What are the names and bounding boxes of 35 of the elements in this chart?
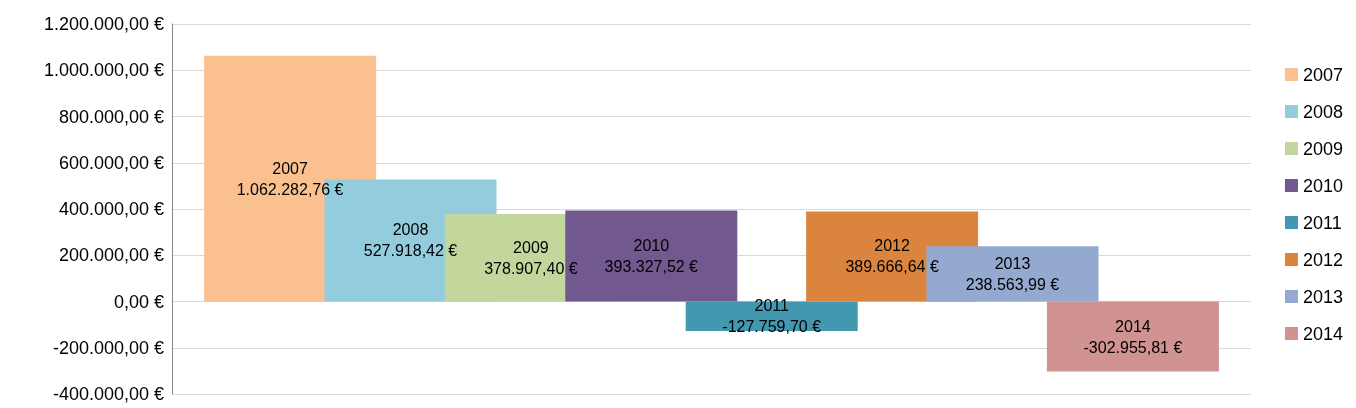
data-label: 1.062.282,76 € <box>236 180 344 198</box>
bar <box>926 246 1099 302</box>
y-tick-label: 800.000,00 € <box>58 106 164 127</box>
legend-label: 2014 <box>1302 323 1343 344</box>
data-label: -302.955,81 € <box>1083 338 1183 356</box>
y-tick-label: 600.000,00 € <box>58 152 164 173</box>
legend-label: 2013 <box>1302 286 1343 307</box>
legend-label: 2010 <box>1302 175 1343 196</box>
y-tick-label: 1.000.000,00 € <box>43 60 164 81</box>
data-label: 527.918,42 € <box>363 242 458 260</box>
legend-label: 2012 <box>1302 249 1343 270</box>
text: 2008 <box>392 221 429 239</box>
bar <box>1046 301 1219 372</box>
text: 2014 <box>1115 317 1151 335</box>
y-tick-label: 1.200.000,00 € <box>43 14 164 34</box>
text: 2013 <box>994 254 1031 272</box>
data-label: 238.563,99 € <box>965 275 1060 293</box>
data-label: 393.327,52 € <box>604 258 699 276</box>
y-tick-label: 0,00 € <box>113 291 164 312</box>
y-tick-label: -400.000,00 € <box>52 384 164 404</box>
legend-label: 2009 <box>1302 138 1343 159</box>
data-label: 389.666,64 € <box>845 258 939 276</box>
y-tick-label: 200.000,00 € <box>58 245 164 266</box>
legend-label: 2008 <box>1302 101 1343 122</box>
text: 2012 <box>874 237 910 255</box>
bar <box>565 210 738 302</box>
y-tick-label: 400.000,00 € <box>58 199 164 219</box>
legend-label: 2007 <box>1302 64 1343 85</box>
data-label: 378.907,40 € <box>484 259 578 277</box>
text: 2010 <box>633 237 670 255</box>
y-tick-label: -200.000,00 € <box>52 337 164 358</box>
text: 2007 <box>272 159 308 177</box>
text: 2009 <box>513 238 549 256</box>
legend-label: 2011 <box>1302 212 1342 233</box>
text: 2011 <box>754 297 789 315</box>
